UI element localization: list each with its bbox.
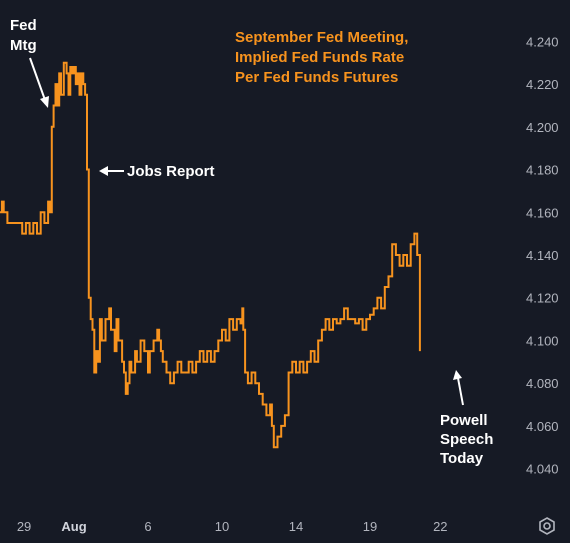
x-tick-label: 14 [289,519,303,534]
y-tick-label: 4.200 [526,120,559,135]
annotation-fed-mtg-line-2: Mtg [10,37,37,54]
arrow-up-icon [453,370,464,406]
annotation-powell-line-1: Powell [440,412,488,429]
y-tick-label: 4.040 [526,462,559,477]
settings-gear-icon[interactable] [535,514,559,538]
x-tick-label: 10 [215,519,229,534]
annotation-powell-line-2: Speech [440,431,493,448]
annotation-jobs-report-label: Jobs Report [127,163,215,180]
y-tick-label: 4.240 [526,34,559,49]
annotation-powell: Powell Speech Today [440,370,493,467]
annotation-fed-mtg-line-1: Fed [10,17,37,34]
annotation-powell-line-3: Today [440,450,484,467]
x-tick-label: 29 [17,519,31,534]
y-axis: 4.240 4.220 4.200 4.180 4.160 4.140 4.120 4.100… [526,34,559,476]
title-line-3: Per Fed Funds Futures [235,69,398,86]
x-axis: 29 Aug 6 10 14 19 22 [17,519,448,534]
y-tick-label: 4.060 [526,419,559,434]
y-tick-label: 4.180 [526,163,559,178]
x-tick-label: 19 [363,519,377,534]
arrow-icon [29,57,49,108]
y-tick-label: 4.140 [526,248,559,263]
annotation-jobs-report: Jobs Report [99,163,215,180]
arrow-left-icon [99,166,124,176]
y-tick-label: 4.220 [526,77,559,92]
y-tick-label: 4.160 [526,205,559,220]
title-line-2: Implied Fed Funds Rate [235,49,404,66]
x-tick-label: 6 [144,519,151,534]
implied-rate-line [0,61,421,449]
y-tick-label: 4.080 [526,376,559,391]
annotation-fed-mtg: Fed Mtg [10,17,49,108]
title-line-1: September Fed Meeting, [235,29,408,46]
y-tick-label: 4.100 [526,333,559,348]
x-tick-label: Aug [61,519,86,534]
chart-title: September Fed Meeting, Implied Fed Funds… [235,29,408,86]
x-tick-label: 22 [433,519,447,534]
y-tick-label: 4.120 [526,291,559,306]
